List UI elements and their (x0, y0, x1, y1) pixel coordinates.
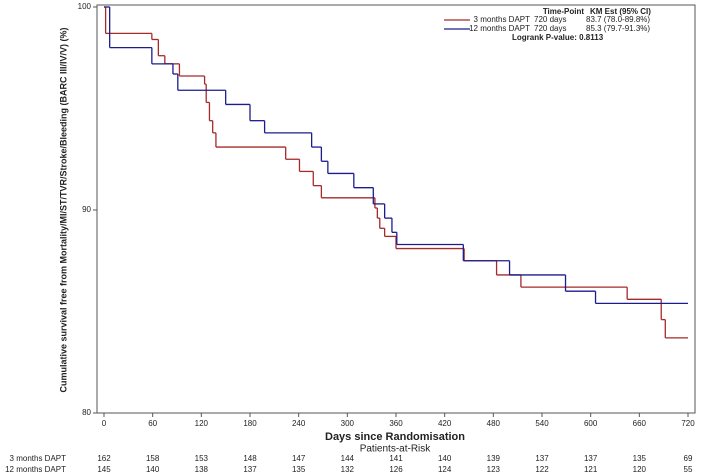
x-tick-label: 420 (438, 419, 452, 428)
y-tick-label: 100 (78, 2, 92, 11)
plot-frame (96, 4, 696, 414)
risk-count: 147 (292, 454, 306, 463)
risk-count: 145 (97, 465, 111, 474)
risk-count: 132 (341, 465, 355, 474)
risk-count: 158 (146, 454, 160, 463)
risk-count: 126 (389, 465, 403, 474)
risk-count: 55 (684, 465, 693, 474)
y-tick-label: 80 (82, 408, 91, 417)
x-tick-label: 180 (243, 419, 257, 428)
legend-timepoint: 720 days (534, 24, 566, 33)
legend-estimate: 85.3 (79.7-91.3%) (586, 24, 650, 33)
risk-count: 140 (438, 454, 452, 463)
x-axis-label: Days since Randomisation (325, 431, 465, 443)
legend-estimate: 83.7 (78.0-89.8%) (586, 15, 650, 24)
x-tick-label: 240 (292, 419, 306, 428)
risk-count: 123 (487, 465, 501, 474)
x-tick-label: 300 (341, 419, 355, 428)
risk-row-label: 12 months DAPT (5, 465, 66, 474)
y-tick-label: 90 (82, 205, 91, 214)
risk-title: Patients-at-Risk (360, 444, 432, 455)
logrank: Logrank P-value: 0.8113 (512, 33, 604, 42)
legend-label: 3 months DAPT (474, 15, 531, 24)
risk-count: 139 (487, 454, 501, 463)
x-tick-label: 600 (584, 419, 598, 428)
y-axis-label: Cumulative survival free from Mortality/… (58, 27, 68, 392)
risk-count: 124 (438, 465, 452, 474)
risk-count: 148 (243, 454, 257, 463)
risk-count: 69 (684, 454, 693, 463)
risk-count: 137 (243, 465, 257, 474)
x-tick-label: 480 (487, 419, 501, 428)
x-tick-label: 540 (535, 419, 549, 428)
risk-count: 144 (341, 454, 355, 463)
risk-count: 162 (97, 454, 111, 463)
risk-count: 140 (146, 465, 160, 474)
x-tick-label: 660 (633, 419, 647, 428)
legend-header: KM Est (95% CI) (590, 7, 651, 16)
risk-count: 135 (292, 465, 306, 474)
x-tick-label: 0 (102, 419, 107, 428)
legend-timepoint: 720 days (534, 15, 566, 24)
risk-count: 137 (584, 454, 598, 463)
risk-count: 141 (389, 454, 403, 463)
x-tick-label: 360 (389, 419, 403, 428)
legend-label: 12 months DAPT (469, 24, 530, 33)
x-tick-label: 120 (195, 419, 209, 428)
legend-header: Time-Point (543, 7, 585, 16)
risk-row-label: 3 months DAPT (10, 454, 67, 463)
risk-count: 137 (535, 454, 549, 463)
risk-count: 122 (535, 465, 549, 474)
risk-count: 135 (633, 454, 647, 463)
risk-count: 138 (195, 465, 209, 474)
risk-count: 153 (195, 454, 209, 463)
x-tick-label: 720 (681, 419, 695, 428)
x-tick-label: 60 (148, 419, 157, 428)
risk-count: 120 (633, 465, 647, 474)
risk-count: 121 (584, 465, 598, 474)
